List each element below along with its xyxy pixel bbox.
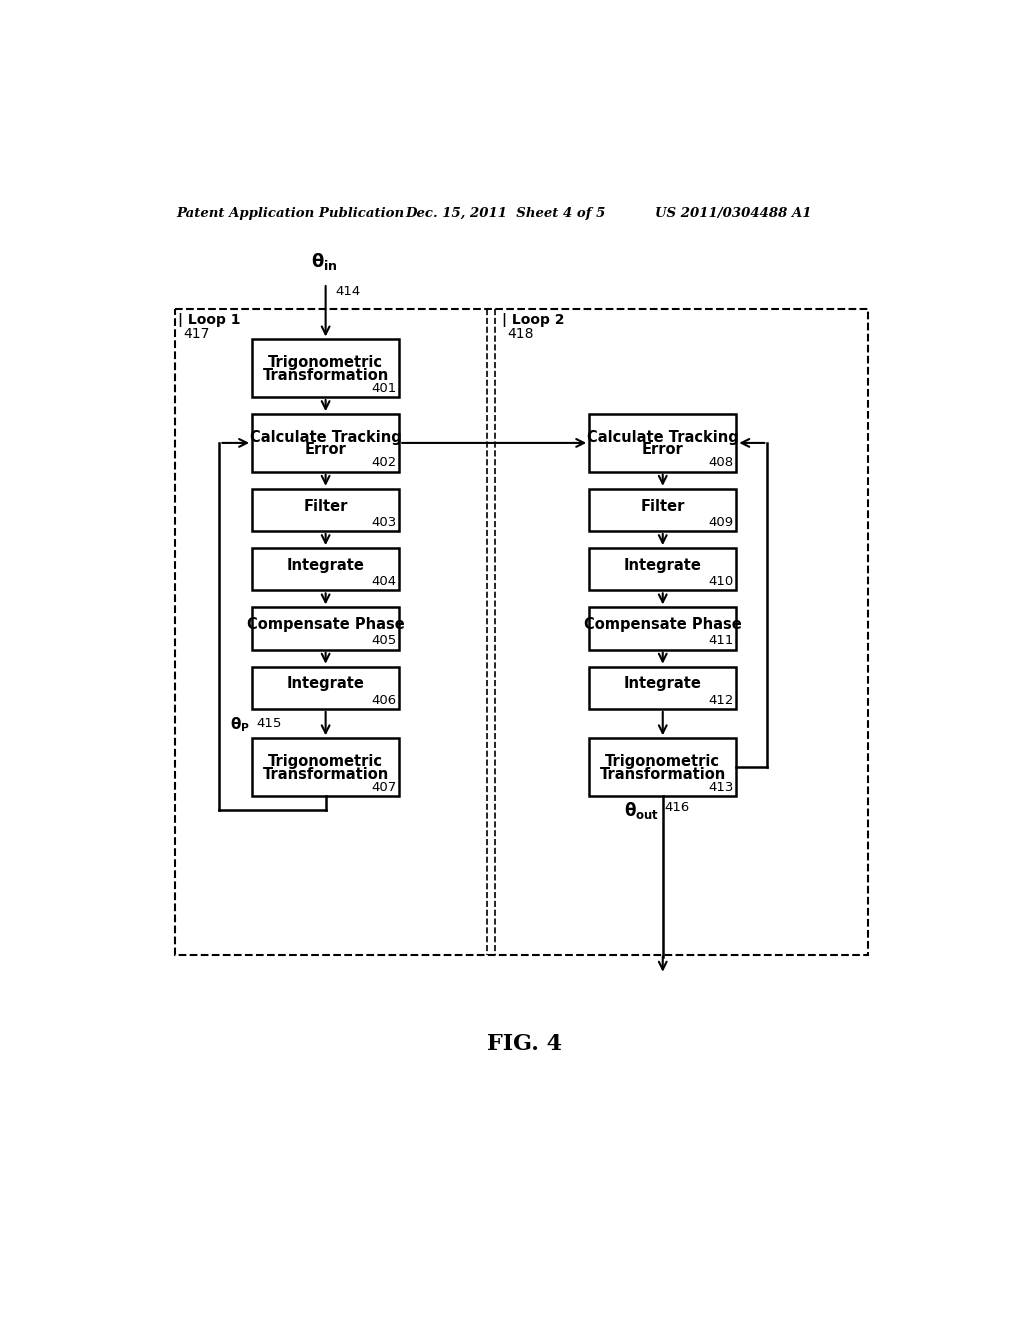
Text: 415: 415: [257, 717, 282, 730]
Text: | Loop 2: | Loop 2: [503, 313, 565, 327]
Bar: [252, 414, 399, 471]
Bar: [589, 414, 736, 471]
Bar: [589, 738, 736, 796]
Text: Dec. 15, 2011  Sheet 4 of 5: Dec. 15, 2011 Sheet 4 of 5: [406, 207, 606, 220]
Text: Compensate Phase: Compensate Phase: [247, 618, 404, 632]
Bar: [252, 548, 399, 590]
Text: 417: 417: [183, 327, 210, 341]
Text: Calculate Tracking: Calculate Tracking: [250, 430, 401, 445]
Bar: [174, 309, 868, 956]
Text: Calculate Tracking: Calculate Tracking: [587, 430, 738, 445]
Text: Transformation: Transformation: [600, 767, 726, 781]
Text: 411: 411: [708, 635, 733, 647]
Bar: [252, 607, 399, 649]
Text: $\mathbf{\theta_P}$: $\mathbf{\theta_P}$: [230, 715, 251, 734]
Text: 407: 407: [371, 780, 396, 793]
Bar: [589, 607, 736, 649]
Text: 406: 406: [371, 693, 396, 706]
Text: 404: 404: [371, 576, 396, 589]
Text: Compensate Phase: Compensate Phase: [584, 618, 741, 632]
Text: Integrate: Integrate: [624, 676, 701, 692]
Text: Error: Error: [305, 442, 346, 457]
Text: Transformation: Transformation: [262, 368, 389, 383]
Text: Filter: Filter: [303, 499, 348, 513]
Text: Transformation: Transformation: [262, 767, 389, 781]
Bar: [589, 548, 736, 590]
Bar: [252, 667, 399, 709]
Text: 403: 403: [371, 516, 396, 529]
Text: 409: 409: [709, 516, 733, 529]
Text: Integrate: Integrate: [624, 558, 701, 573]
Text: Trigonometric: Trigonometric: [605, 754, 720, 770]
Text: FIG. 4: FIG. 4: [487, 1032, 562, 1055]
Text: Filter: Filter: [641, 499, 685, 513]
Text: 401: 401: [371, 381, 396, 395]
Text: 412: 412: [708, 693, 733, 706]
Bar: [252, 738, 399, 796]
Text: $\mathbf{\theta_{in}}$: $\mathbf{\theta_{in}}$: [310, 251, 338, 272]
Bar: [252, 339, 399, 397]
Text: 402: 402: [371, 457, 396, 470]
Bar: [252, 488, 399, 531]
Text: Integrate: Integrate: [287, 676, 365, 692]
Text: 414: 414: [335, 285, 360, 298]
Bar: [589, 488, 736, 531]
Text: 408: 408: [709, 457, 733, 470]
Text: 405: 405: [371, 635, 396, 647]
Text: Trigonometric: Trigonometric: [268, 754, 383, 770]
Text: 413: 413: [708, 780, 733, 793]
Text: Integrate: Integrate: [287, 558, 365, 573]
Text: US 2011/0304488 A1: US 2011/0304488 A1: [655, 207, 811, 220]
Text: Error: Error: [642, 442, 684, 457]
Text: Patent Application Publication: Patent Application Publication: [176, 207, 404, 220]
Text: | Loop 1: | Loop 1: [178, 313, 241, 327]
Text: Trigonometric: Trigonometric: [268, 355, 383, 371]
Text: 418: 418: [508, 327, 535, 341]
Text: 410: 410: [708, 576, 733, 589]
Bar: [589, 667, 736, 709]
Text: $\mathbf{\theta_{out}}$: $\mathbf{\theta_{out}}$: [624, 800, 658, 821]
Text: 416: 416: [665, 801, 689, 814]
